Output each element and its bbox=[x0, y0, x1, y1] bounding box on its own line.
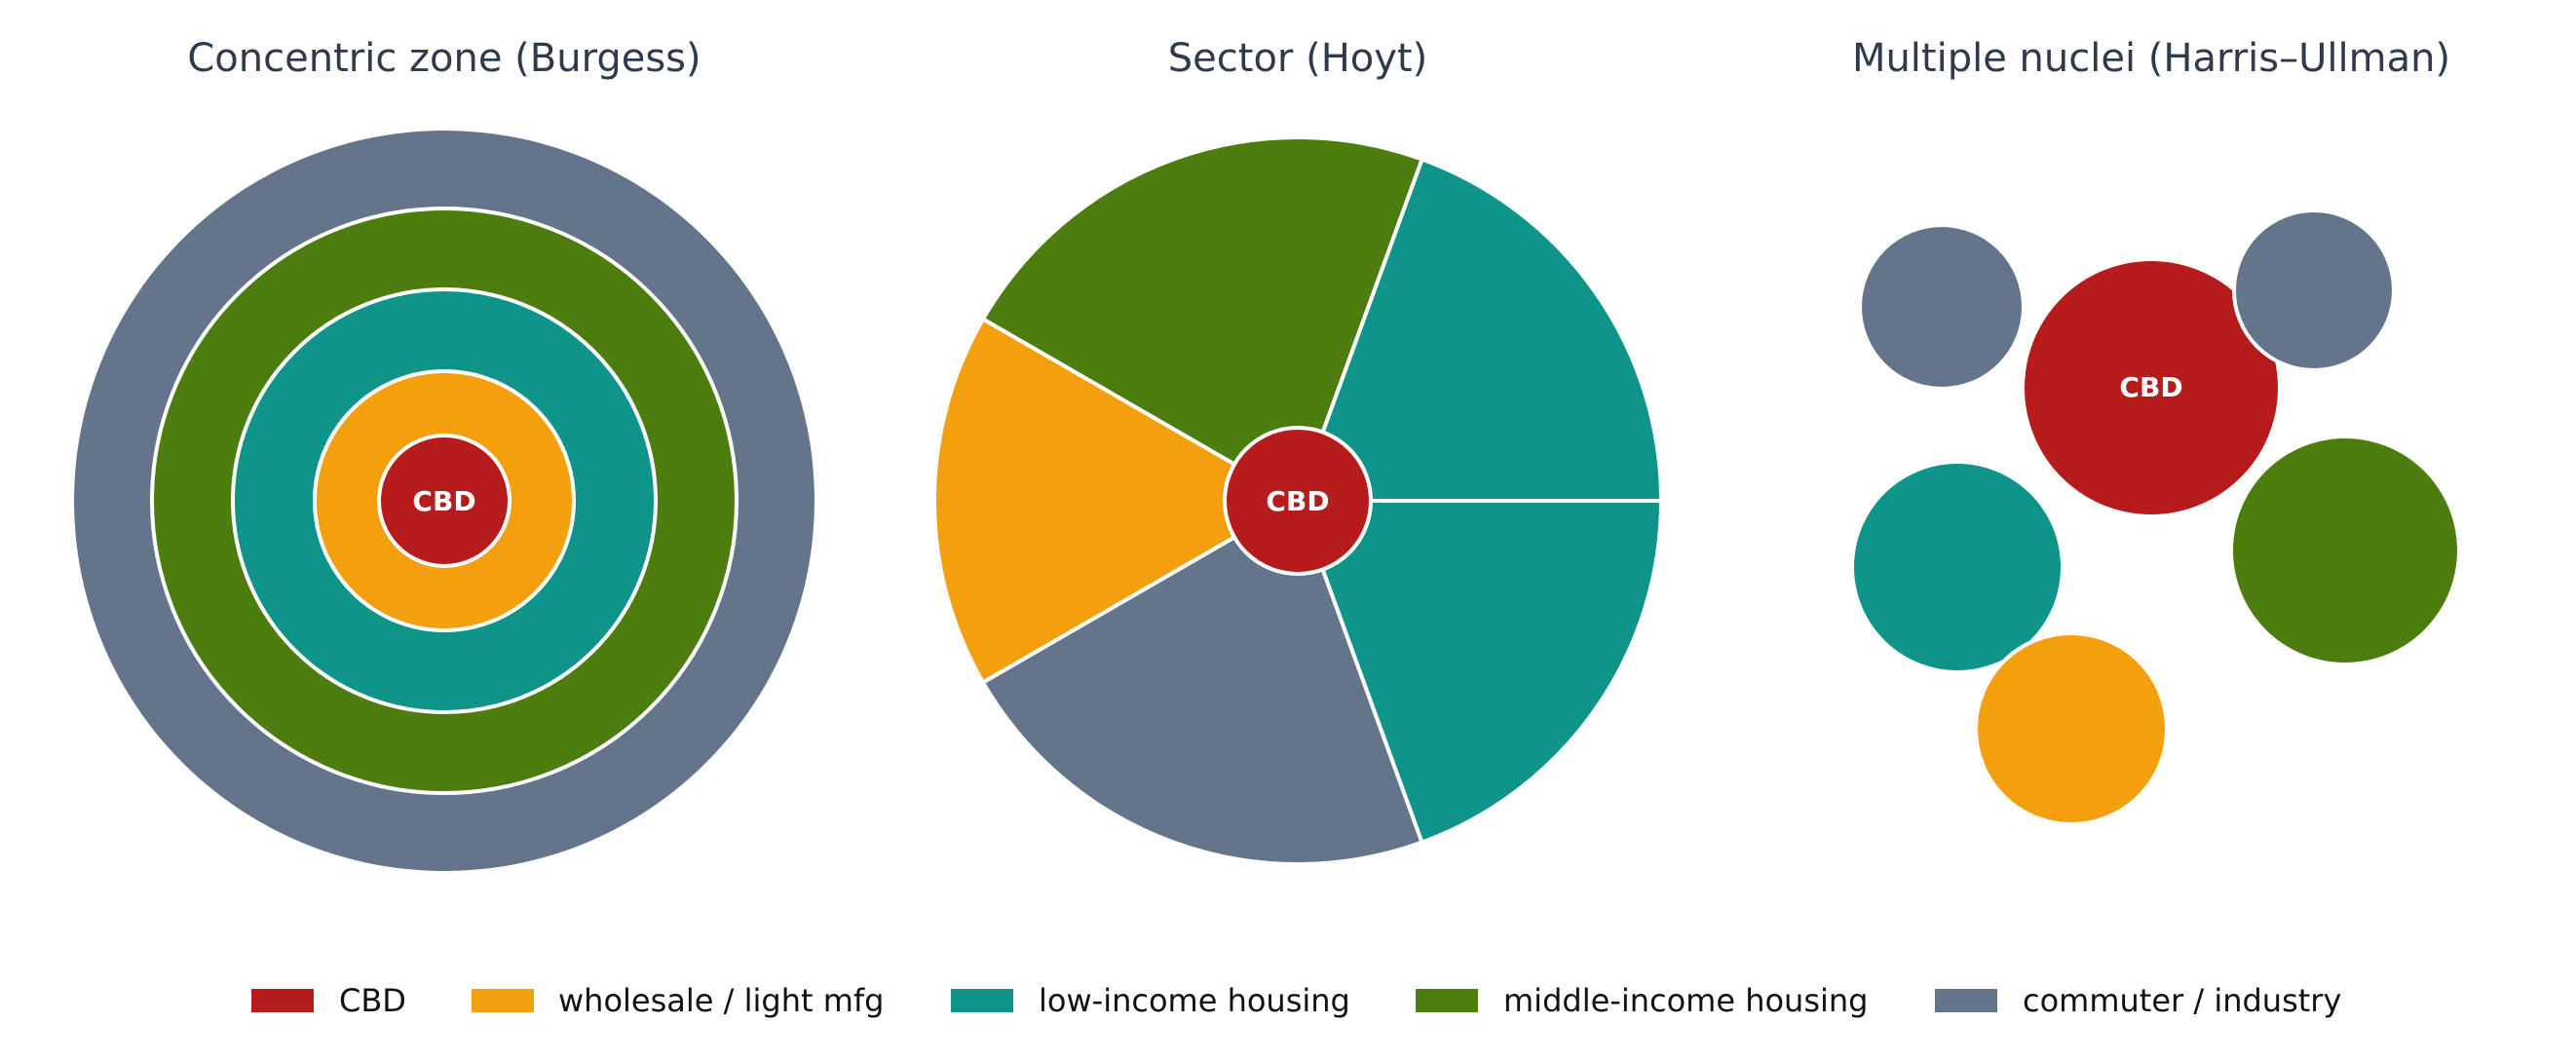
concentric-cbd-label: CBD bbox=[412, 485, 475, 517]
concentric-title: Concentric zone (Burgess) bbox=[187, 36, 701, 81]
sector-wedges bbox=[932, 135, 1663, 866]
sector-wedge-low-income-upper bbox=[1296, 157, 1663, 503]
sector-wedge-low-income-lower bbox=[1296, 499, 1663, 845]
legend-swatch-wholesale bbox=[472, 989, 534, 1012]
legend-label-wholesale: wholesale / light mfg bbox=[558, 982, 884, 1019]
legend-label-commuter: commuter / industry bbox=[2023, 982, 2341, 1019]
sector-cbd bbox=[1223, 426, 1373, 576]
sector-title: Sector (Hoyt) bbox=[1168, 36, 1427, 81]
nucleus-cbd bbox=[2021, 257, 2282, 518]
nucleus-middle-income bbox=[2233, 438, 2457, 663]
legend: CBD wholesale / light mfg low-income hou… bbox=[251, 982, 2341, 1019]
nucleus-commuter-right bbox=[2232, 208, 2396, 372]
legend-swatch-middle-income bbox=[1416, 989, 1478, 1012]
nucleus-commuter-left bbox=[1862, 227, 2022, 387]
legend-swatch-commuter bbox=[1935, 989, 1997, 1012]
nuclei-panel: Multiple nuclei (Harris–Ullman) CBD bbox=[1852, 36, 2457, 826]
ring-cbd bbox=[377, 434, 511, 568]
legend-swatch-low-income bbox=[951, 989, 1013, 1012]
sector-wedge-middle-income bbox=[980, 135, 1424, 503]
legend-label-low-income: low-income housing bbox=[1039, 982, 1350, 1019]
nucleus-wholesale bbox=[1974, 631, 2169, 826]
sector-cbd-label: CBD bbox=[1266, 485, 1329, 517]
legend-label-cbd: CBD bbox=[339, 982, 406, 1019]
sector-panel: Sector (Hoyt) CBD bbox=[932, 36, 1663, 866]
sector-wedge-commuter bbox=[980, 499, 1424, 866]
sector-wedge-wholesale bbox=[932, 317, 1300, 685]
concentric-panel: Concentric zone (Burgess) CBD bbox=[74, 36, 814, 871]
legend-swatch-cbd bbox=[251, 989, 314, 1012]
legend-label-middle-income: middle-income housing bbox=[1503, 982, 1868, 1019]
nuclei-cbd-label: CBD bbox=[2119, 371, 2182, 403]
nuclei-title: Multiple nuclei (Harris–Ullman) bbox=[1852, 36, 2450, 81]
nucleus-low-income bbox=[1854, 464, 2061, 670]
